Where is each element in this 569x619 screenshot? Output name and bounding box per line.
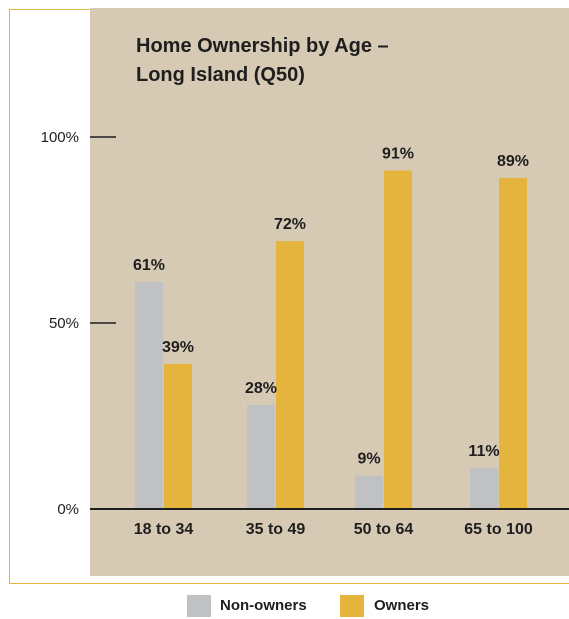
legend-label-non-owners: Non-owners [220,597,307,614]
bar-non-owners [355,475,383,509]
category-label: 50 to 64 [354,521,414,538]
value-label: 72% [274,216,306,233]
y-tick-label: 100% [41,129,79,146]
bar-group [135,170,527,510]
bar-non-owners [470,468,498,509]
bar-owners [164,363,192,509]
value-label-group: 61% 39% 28% 72% 9% 91% 11% 89% [133,145,529,467]
value-label: 9% [357,451,380,468]
y-axis: 100% 50% 0% [41,129,116,518]
bar-non-owners [135,282,163,509]
value-label: 89% [497,153,529,170]
legend: Non-owners Owners [0,595,569,617]
gray-square-swatch-icon [187,595,211,617]
frame-left-line [9,9,10,583]
chart-title-line-2: Long Island (Q50) [136,64,305,86]
frame-bottom-line [9,583,569,584]
category-label: 18 to 34 [134,521,194,538]
bar-owners [499,177,527,510]
category-label-group: 18 to 34 35 to 49 50 to 64 65 to 100 [134,521,533,538]
bar-non-owners [247,404,275,509]
bar-owners [384,170,412,510]
gold-square-swatch-icon [340,595,364,617]
chart-title-line-1: Home Ownership by Age – [136,35,389,57]
value-label: 91% [382,145,414,162]
ownership-chart: Home Ownership by Age – Long Island (Q50… [41,8,569,576]
value-label: 11% [468,443,499,460]
legend-label-owners: Owners [374,597,430,614]
value-label: 28% [245,380,277,397]
value-label: 39% [162,339,194,356]
category-label: 35 to 49 [246,521,306,538]
category-label: 65 to 100 [464,521,533,538]
y-tick-label: 50% [49,315,79,332]
y-tick-label: 0% [57,501,79,518]
bar-owners [276,241,304,509]
value-label: 61% [133,257,165,274]
